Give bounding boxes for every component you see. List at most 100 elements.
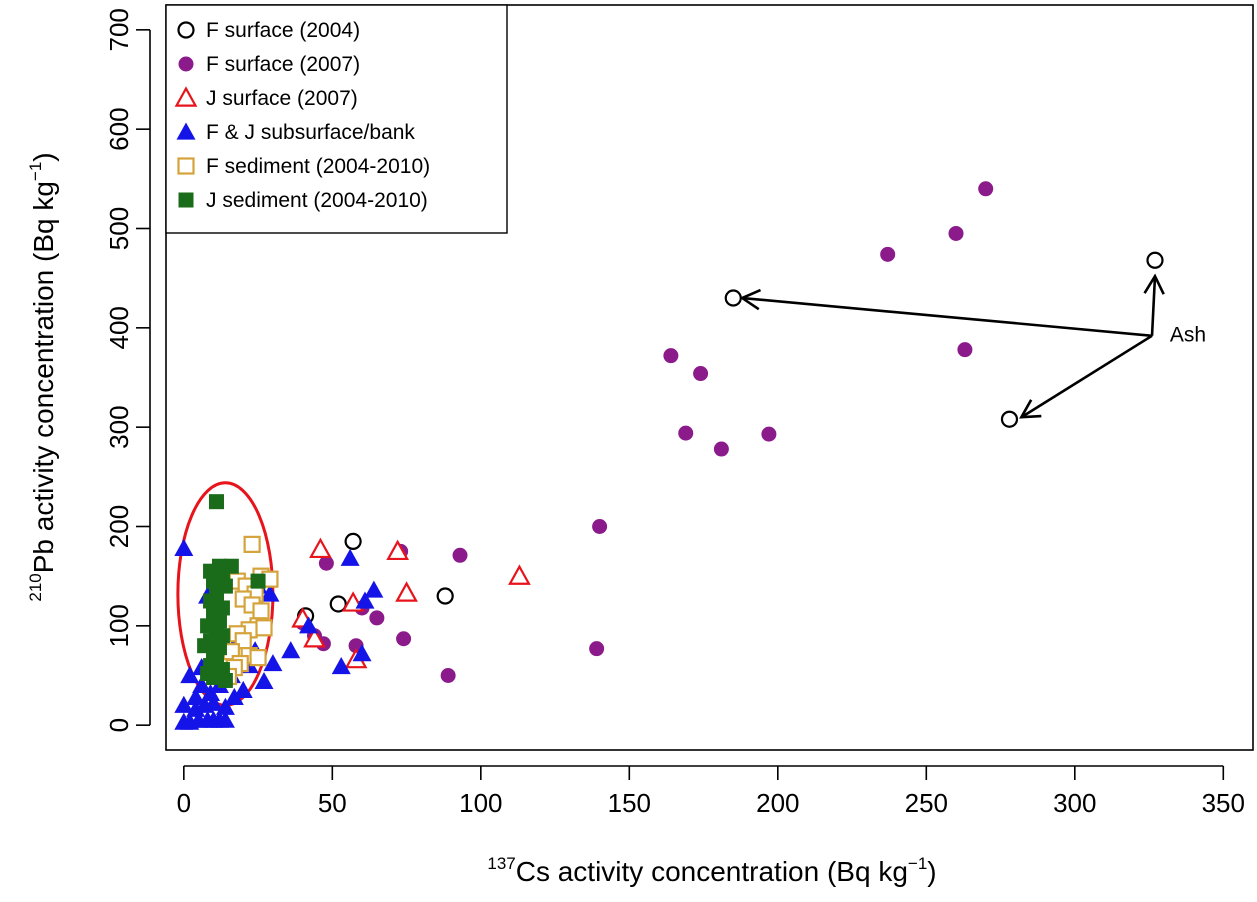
point-series-3	[192, 675, 212, 694]
point-series-5	[206, 669, 222, 685]
point-series-1	[663, 348, 679, 364]
point-series-1	[396, 631, 412, 647]
legend-label-1: F surface (2007)	[206, 53, 360, 76]
point-series-5	[206, 573, 222, 589]
point-series-4	[249, 649, 267, 667]
point-series-3	[224, 687, 244, 705]
point-series-1	[589, 641, 605, 657]
x-tick-label: 350	[1202, 788, 1245, 818]
point-series-3	[299, 616, 319, 634]
point-series-0	[1146, 251, 1164, 269]
y-axis-label-close: )	[28, 152, 59, 161]
point-series-1	[693, 366, 709, 382]
point-series-0	[329, 595, 347, 613]
legend-marker-3	[176, 122, 196, 140]
y-tick-label: 300	[104, 405, 134, 448]
point-series-3	[215, 710, 235, 728]
point-series-5	[217, 672, 233, 688]
point-series-2	[508, 564, 531, 585]
x-tick-label: 150	[608, 788, 651, 818]
y-tick-label: 0	[104, 718, 134, 732]
point-series-1	[713, 441, 729, 457]
point-series-1	[978, 181, 994, 197]
point-series-3	[201, 683, 221, 701]
point-series-3	[364, 580, 384, 598]
point-series-2	[303, 626, 326, 648]
legend-marker-4	[177, 157, 195, 175]
y-tick-label: 500	[104, 207, 134, 250]
arrow-head	[739, 288, 762, 311]
point-series-3	[340, 548, 360, 566]
legend-marker-5	[178, 192, 194, 208]
point-series-1	[880, 246, 896, 262]
y-axis-label: 210Pb activity concentration (Bq kg−1)	[26, 152, 59, 601]
x-axis-label-close: )	[927, 856, 936, 887]
legend-label-4: F sediment (2004-2010)	[206, 155, 430, 178]
point-series-1	[761, 426, 777, 442]
point-series-0	[344, 532, 362, 551]
y-axis-label-isotope: 210	[26, 573, 45, 601]
arrow-head	[1143, 273, 1165, 295]
point-series-0	[724, 289, 742, 307]
legend-label-0: F surface (2004)	[206, 19, 360, 42]
y-tick-label: 100	[104, 604, 134, 647]
point-series-3	[180, 666, 200, 684]
point-series-4	[255, 619, 273, 637]
legend-marker-1	[178, 56, 194, 72]
point-series-3	[233, 680, 253, 698]
point-series-3	[355, 591, 375, 609]
ash-annotation: Ash	[1170, 324, 1206, 347]
x-axis-label-unit-exponent: −1	[908, 854, 927, 873]
y-tick-label: 200	[104, 505, 134, 548]
x-tick-label: 250	[905, 788, 948, 818]
x-tick-label: 50	[318, 788, 347, 818]
y-axis: 0 100 200 300 400 500 600 700	[104, 8, 151, 732]
point-series-3	[174, 538, 194, 556]
legend-marker-2	[174, 86, 198, 107]
legend-marker-0	[177, 21, 195, 39]
x-tick-label: 200	[756, 788, 799, 818]
x-tick-label: 100	[459, 788, 502, 818]
legend-label-5: J sediment (2004-2010)	[206, 189, 428, 212]
point-series-3	[263, 654, 283, 672]
legend: F surface (2004) F surface (2007) J surfac…	[165, 4, 508, 234]
x-axis-label-isotope: 137	[487, 854, 515, 873]
x-tick-label: 300	[1053, 788, 1096, 818]
legend-box	[165, 4, 508, 234]
legend-label-3: F & J subsurface/bank	[206, 121, 415, 144]
x-axis: 0 50 100 150 200 250 300 350	[177, 765, 1245, 818]
point-series-2	[309, 537, 332, 559]
arrow-line	[742, 296, 1153, 338]
y-tick-label: 700	[104, 8, 134, 51]
point-series-2	[386, 539, 410, 561]
point-series-4	[243, 535, 261, 553]
point-series-1	[678, 425, 694, 441]
point-series-5	[208, 494, 224, 510]
point-series-3	[281, 641, 301, 659]
point-series-5	[250, 573, 266, 589]
arrow-line	[1020, 334, 1153, 419]
point-series-3	[352, 644, 372, 662]
x-axis-label: 137Cs activity concentration (Bq kg−1)	[487, 854, 936, 887]
point-series-1	[440, 668, 456, 683]
point-series-4	[252, 602, 270, 620]
point-series-5	[214, 628, 230, 644]
x-tick-label: 0	[177, 788, 191, 818]
point-series-1	[318, 555, 334, 571]
point-series-3	[215, 697, 235, 715]
point-series-1	[452, 547, 468, 563]
arrow-line	[1150, 276, 1157, 336]
point-series-5	[203, 593, 219, 609]
point-series-0	[436, 587, 454, 605]
y-axis-label-unit-exponent: −1	[26, 162, 45, 181]
point-series-1	[948, 225, 964, 241]
y-axis-label-text: Pb activity concentration (Bq kg	[28, 181, 59, 573]
point-series-3	[186, 687, 206, 705]
point-series-3	[254, 671, 274, 690]
x-axis-label-text: Cs activity concentration (Bq kg	[516, 856, 908, 887]
point-series-3	[174, 695, 194, 713]
y-tick-label: 400	[104, 306, 134, 349]
point-series-1	[957, 342, 973, 358]
arrow-head	[1019, 399, 1042, 419]
